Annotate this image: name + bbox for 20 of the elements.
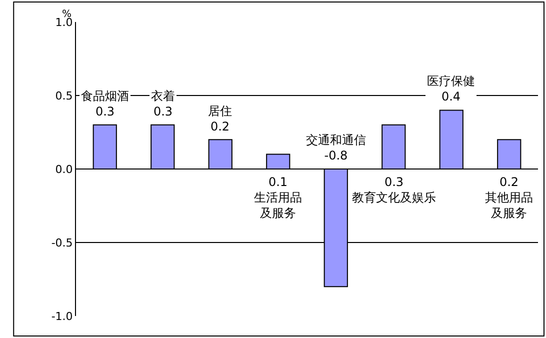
y-tick-label: -0.5 [51,236,73,250]
data-label: 0.1 [268,175,288,189]
data-label: 0.3 [384,175,404,189]
x-tick-label: 其他用品及服务 [485,190,533,220]
x-tick-label: 衣着 [151,89,175,103]
x-tick-label: 食品烟酒 [81,89,129,103]
x-tick-label: 生活用品及服务 [254,190,302,220]
y-tick-label: 0.0 [55,162,73,176]
data-label: 0.3 [153,104,173,119]
y-tick-label: 0.5 [55,89,73,102]
data-label: 0.2 [210,120,230,134]
x-tick-label: 医疗保健 [427,74,475,88]
x-tick-label: 交通和通信 [306,133,366,147]
x-tick-label: 教育文化及娱乐 [352,190,436,205]
data-label: 0.3 [95,104,115,119]
x-tick-label: 居住 [208,104,232,118]
data-label: -0.8 [324,148,348,163]
y-tick-label: -1.0 [51,310,73,323]
data-label: 0.2 [499,175,519,189]
data-label: 0.4 [441,90,461,104]
